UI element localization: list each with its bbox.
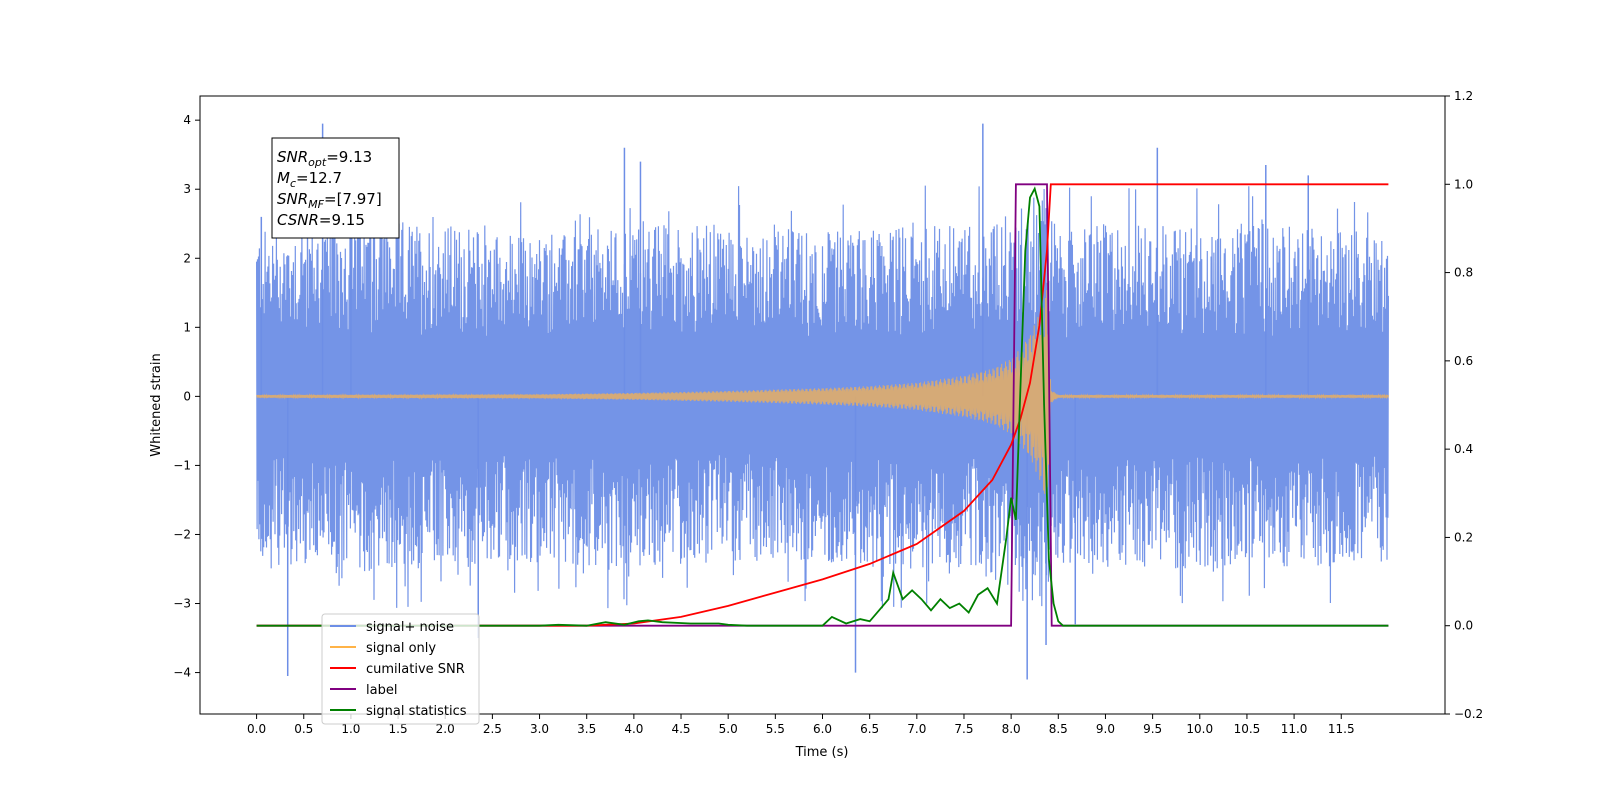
annotation-subscript: opt: [308, 156, 327, 169]
x-tick-label: 11.5: [1328, 722, 1355, 736]
y-tick-label: −2: [173, 527, 191, 541]
y-right-tick-label: 0.6: [1454, 354, 1473, 368]
x-tick-label: 10.0: [1186, 722, 1213, 736]
legend-label: signal+ noise: [366, 620, 454, 635]
annotation-value: =[7.97]: [324, 190, 382, 208]
annotation-value: =9.13: [326, 148, 372, 166]
annotation-line: SNRMF=[7.97]: [277, 190, 382, 211]
legend-label: signal only: [366, 641, 436, 656]
x-tick-label: 2.0: [436, 722, 455, 736]
legend-label: cumilative SNR: [366, 662, 465, 677]
legend-label: signal statistics: [366, 704, 467, 719]
x-tick-label: 3.0: [530, 722, 549, 736]
annotation-symbol: M: [277, 169, 290, 187]
y-right-tick-label: 0.8: [1454, 266, 1473, 280]
y-tick-label: −3: [173, 597, 191, 611]
y-tick-label: −1: [173, 458, 191, 472]
y-right-tick-label: 0.4: [1454, 442, 1473, 456]
x-tick-label: 2.5: [483, 722, 502, 736]
x-tick-label: 4.0: [624, 722, 643, 736]
x-tick-label: 6.0: [813, 722, 832, 736]
x-tick-label: 10.5: [1234, 722, 1261, 736]
x-tick-label: 1.0: [341, 722, 360, 736]
x-tick-label: 1.5: [389, 722, 408, 736]
x-tick-label: 0.0: [247, 722, 266, 736]
x-tick-label: 8.5: [1049, 722, 1068, 736]
x-tick-label: 5.0: [719, 722, 738, 736]
annotation-symbol: SNR: [277, 148, 308, 166]
legend-frame: [321, 613, 480, 725]
x-tick-label: 4.5: [671, 722, 690, 736]
y-right-tick-label: 1.0: [1454, 177, 1473, 191]
annotation-line: Mc=12.7: [277, 169, 342, 190]
series-cumilative-snr: [256, 183, 1389, 627]
series-signal-statistics: [256, 186, 1389, 627]
annotation-line: CSNR=9.15: [277, 211, 365, 229]
y-tick-label: 3: [183, 182, 191, 196]
x-tick-label: 7.0: [907, 722, 926, 736]
annotation-line: SNRopt=9.13: [277, 148, 372, 169]
y-tick-label: 1: [183, 320, 191, 334]
x-tick-label: 6.5: [860, 722, 879, 736]
annotation-subscript: c: [290, 177, 296, 190]
annotation-frame: [271, 137, 400, 239]
x-tick-label: 11.0: [1281, 722, 1308, 736]
x-tick-label: 9.5: [1143, 722, 1162, 736]
x-tick-label: 9.0: [1096, 722, 1115, 736]
x-tick-label: 0.5: [294, 722, 313, 736]
y-axis-label: Whitened strain: [149, 353, 164, 456]
annotation-symbol: CSNR: [277, 211, 319, 229]
y-tick-label: 0: [183, 389, 191, 403]
series-layer: [256, 123, 1389, 680]
x-tick-label: 8.0: [1002, 722, 1021, 736]
x-tick-label: 3.5: [577, 722, 596, 736]
x-tick-label: 7.5: [954, 722, 973, 736]
y-right-tick-label: 1.2: [1454, 89, 1473, 103]
y-tick-label: 2: [183, 251, 191, 265]
x-axis-label: Time (s): [795, 745, 849, 760]
annotation-symbol: SNR: [277, 190, 308, 208]
y-right-tick-label: −0.2: [1454, 707, 1483, 721]
annotation-value: =9.15: [319, 211, 365, 229]
legend-label: label: [366, 683, 397, 698]
signal-noise-line: [256, 182, 1389, 609]
legend: signal+ noise signal only cumilative SNR la…: [321, 613, 480, 725]
axes-layer: 0.0 0.5 1.0 1.5 2.0 2.5 3.0 3.5 4.0 4.5 5.0 5.5 6.0 6…: [173, 89, 1483, 736]
series-signal-only: [256, 290, 1389, 494]
y-tick-label: 4: [183, 113, 191, 127]
x-tick-label: 5.5: [766, 722, 785, 736]
y-tick-label: −4: [173, 666, 191, 680]
y-right-tick-label: 0.0: [1454, 619, 1473, 633]
annotation-value: =12.7: [296, 169, 342, 187]
series-signal-noise: [256, 123, 1389, 680]
annotation-subscript: MF: [308, 198, 324, 211]
y-right-tick-label: 0.2: [1454, 530, 1473, 544]
